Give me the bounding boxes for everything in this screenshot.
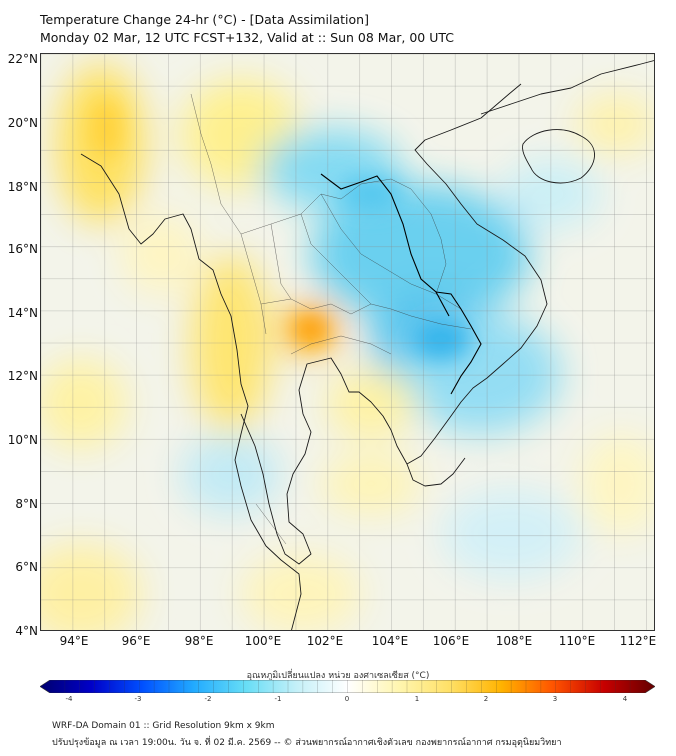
admin-boundaries	[190, 93, 472, 545]
colorbar-tick-label: -4	[65, 695, 73, 703]
model-info-text: WRF-DA Domain 01 :: Grid Resolution 9km …	[52, 721, 275, 731]
lon-tick-label: 112°E	[619, 634, 657, 648]
colorbar-label: อุณหภูมิเปลี่ยนแปลง หน่วย องศาเซลเซียส (…	[246, 671, 430, 681]
colorbar-tick-label: -2	[204, 695, 212, 703]
colorbar-tick-label: 0	[344, 695, 350, 703]
lat-tick-label: 14°N	[7, 306, 38, 320]
credit-text: ปรับปรุงข้อมูล ณ เวลา 19:00น. วัน จ. ที่…	[52, 738, 562, 748]
graticule	[41, 54, 654, 630]
lon-tick-label: 108°E	[495, 634, 533, 648]
colorbar-tick-label: -3	[134, 695, 142, 703]
lon-tick-label: 104°E	[371, 634, 409, 648]
colorbar-tick-label: 2	[483, 695, 489, 703]
colorbar-tick-label: 3	[552, 695, 558, 703]
map-title: Temperature Change 24-hr (°C) - [Data As…	[40, 12, 369, 27]
coastlines	[80, 60, 654, 630]
lat-tick-label: 16°N	[7, 242, 38, 256]
lat-tick-label: 20°N	[7, 116, 38, 130]
lat-tick-label: 22°N	[7, 52, 38, 66]
temperature-change-map	[41, 54, 654, 630]
colorbar-tick-label: 4	[622, 695, 628, 703]
lon-tick-label: 98°E	[184, 634, 214, 648]
colorbar-tick-label: -1	[274, 695, 282, 703]
temperature-field-cores	[90, 99, 471, 361]
lon-tick-label: 110°E	[558, 634, 596, 648]
lon-tick-label: 94°E	[59, 634, 89, 648]
map-subtitle: Monday 02 Mar, 12 UTC FCST+132, Valid at…	[40, 30, 454, 45]
country-borders	[320, 173, 482, 395]
temperature-field	[41, 64, 654, 630]
lat-tick-label: 10°N	[7, 433, 38, 447]
colorbar-tick-label: 1	[414, 695, 420, 703]
lat-tick-label: 8°N	[15, 497, 38, 511]
lon-tick-label: 102°E	[306, 634, 344, 648]
lon-tick-label: 106°E	[432, 634, 470, 648]
colorbar	[40, 680, 655, 693]
map-panel	[40, 53, 655, 631]
lat-tick-label: 6°N	[15, 560, 38, 574]
lat-tick-label: 4°N	[15, 624, 38, 638]
lat-tick-label: 18°N	[7, 180, 38, 194]
lat-tick-label: 12°N	[7, 369, 38, 383]
colorbar-gradient	[40, 680, 655, 693]
lon-tick-label: 100°E	[244, 634, 282, 648]
lon-tick-label: 96°E	[121, 634, 151, 648]
